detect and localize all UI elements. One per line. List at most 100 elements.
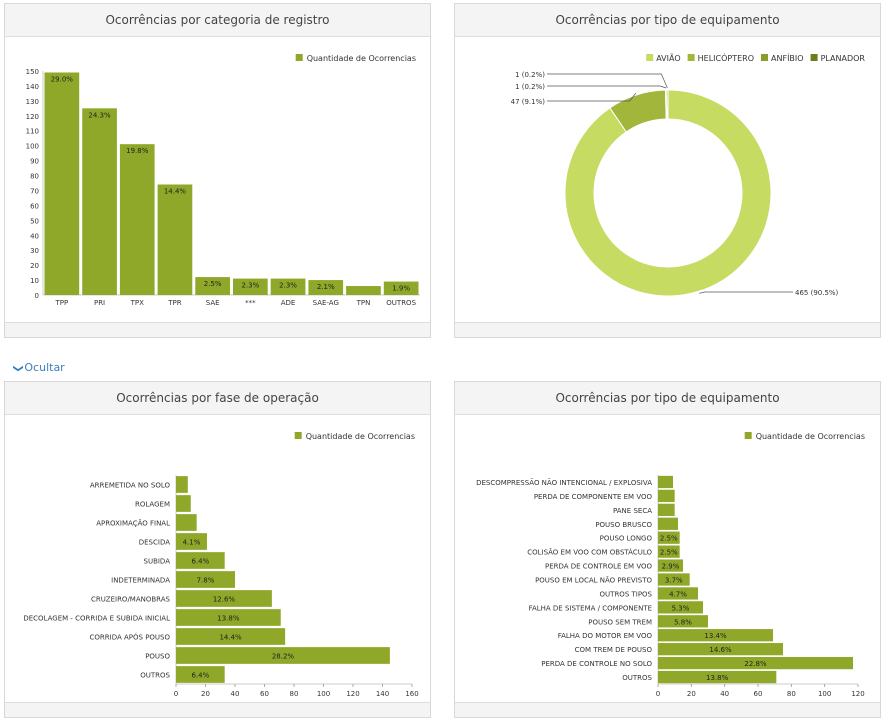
y-tick-label: 40 xyxy=(30,232,39,240)
slice-leader-line xyxy=(547,92,637,102)
x-tick-label: 20 xyxy=(201,690,210,698)
y-tick-label: 150 xyxy=(26,68,39,76)
legend-swatch xyxy=(294,432,302,439)
data-label: 6.4% xyxy=(191,558,209,566)
legend-label: ANFÍBIO xyxy=(771,52,804,63)
x-tick-label: 40 xyxy=(720,690,729,698)
y-tick-label: POUSO BRUSCO xyxy=(595,521,652,529)
x-tick-label: 40 xyxy=(231,690,240,698)
bar xyxy=(176,552,225,569)
chart-panel-fase: Ocorrências por fase de operação 0 20 40 60… xyxy=(4,381,431,718)
legend-label: Quantidade de Ocorrencias xyxy=(306,432,415,441)
data-label: 2.3% xyxy=(279,282,297,290)
bar xyxy=(658,503,675,516)
data-label: 14.4% xyxy=(219,634,242,642)
chart-fase: 0 20 40 60 80 100 120 140 160 ARREMETIDA NO SOLO R… xyxy=(23,432,419,698)
bar xyxy=(658,489,675,503)
legend-label: HELICÓPTERO xyxy=(698,52,754,63)
bar xyxy=(176,666,225,683)
data-label: 6.4% xyxy=(191,672,209,680)
chart-panel-categoria: Ocorrências por categoria de registro 0 1… xyxy=(4,3,431,338)
bar xyxy=(658,615,708,628)
bar xyxy=(157,184,193,295)
y-tick-label: POUSO EM LOCAL NÃO PREVISTO xyxy=(535,576,652,585)
chart-title-fase: Ocorrências por fase de operação xyxy=(5,382,430,415)
y-tick-label: 90 xyxy=(30,158,39,166)
chart-title-tipo-ocorrencia: Ocorrências por tipo de equipamento xyxy=(455,382,880,415)
y-tick-label: POUSO LONGO xyxy=(600,535,653,543)
data-label: 2.5% xyxy=(660,549,678,557)
legend-label: Quantidade de Ocorrencias xyxy=(756,432,865,441)
x-tick-label: 0 xyxy=(174,690,178,698)
x-tick-label: 120 xyxy=(851,690,864,698)
data-label: 19.8% xyxy=(126,147,149,155)
data-label: 3.7% xyxy=(665,577,683,585)
x-tick-label: 160 xyxy=(405,690,418,698)
donut-slice xyxy=(666,89,669,120)
bar xyxy=(383,281,419,295)
x-tick-label: *** xyxy=(245,299,256,307)
y-tick-label: 30 xyxy=(30,247,39,255)
y-tick-label: OUTROS TIPOS xyxy=(600,590,653,598)
bar xyxy=(176,609,281,626)
data-label: 2.5% xyxy=(204,280,222,288)
y-tick-label: 120 xyxy=(26,113,39,121)
y-tick-label: CRUZEIRO/MANOBRAS xyxy=(91,596,171,604)
bar xyxy=(195,277,230,295)
panel-footer xyxy=(455,702,880,717)
bar xyxy=(176,647,390,664)
bar xyxy=(44,72,80,295)
chart-panel-equipamento-donut: Ocorrências por tipo de equipamento 465 … xyxy=(454,3,881,338)
slice-label: 1 (0.2%) xyxy=(515,71,545,79)
y-tick-label: 70 xyxy=(30,187,39,195)
y-tick-label: 110 xyxy=(26,128,39,136)
data-label: 5.8% xyxy=(674,618,692,626)
y-tick-label: 10 xyxy=(30,277,39,285)
data-label: 2.9% xyxy=(662,563,680,571)
chart-title-equipamento-donut: Ocorrências por tipo de equipamento xyxy=(455,4,880,37)
x-tick-label: 0 xyxy=(656,690,660,698)
panel-footer xyxy=(5,322,430,337)
y-tick-label: ARREMETIDA NO SOLO xyxy=(90,482,171,490)
x-tick-label: OUTROS xyxy=(386,299,416,307)
y-tick-label: 140 xyxy=(26,83,39,91)
y-tick-label: COLISÃO EM VOO COM OBSTÁCULO xyxy=(527,548,652,557)
x-tick-label: TPX xyxy=(130,299,144,307)
x-tick-label: ADE xyxy=(281,299,296,307)
chart-equipamento-donut: 465 (90.5%) 47 (9.1%) 1 (0.2%) 1 (0.2%) PLAN… xyxy=(511,52,866,297)
y-tick-label: FALHA DE SISTEMA / COMPONENTE xyxy=(529,604,652,612)
y-tick-label: PERDA DE CONTROLE EM VOO xyxy=(545,563,653,571)
y-tick-label: FALHA DO MOTOR EM VOO xyxy=(558,632,653,640)
hide-toggle[interactable]: ❯Ocultar xyxy=(13,361,65,374)
y-tick-label: OUTROS xyxy=(140,672,170,680)
chart-tipo-ocorrencia: 0 20 40 60 80 100 120 DESCOMPRESSÃO NÃO INTENCI… xyxy=(476,432,865,698)
donut-slice xyxy=(564,89,772,297)
bar xyxy=(658,559,683,572)
bar xyxy=(658,475,673,489)
bar xyxy=(176,533,207,550)
x-tick-label: SAE-AG xyxy=(313,299,339,307)
bar xyxy=(658,517,678,530)
bar xyxy=(176,476,188,493)
x-tick-label: 100 xyxy=(818,690,831,698)
data-label: 13.8% xyxy=(217,615,240,623)
bar xyxy=(658,573,690,586)
data-label: 24.3% xyxy=(88,111,111,119)
slice-leader-line xyxy=(547,85,667,89)
hide-toggle-label: Ocultar xyxy=(24,361,65,374)
slice-label: 47 (9.1%) xyxy=(511,98,546,106)
y-tick-label: PERDA DE CONTROLE NO SOLO xyxy=(541,660,652,668)
x-tick-label: 100 xyxy=(317,690,330,698)
bar xyxy=(82,108,117,295)
bar xyxy=(176,495,191,512)
bar xyxy=(233,278,268,295)
x-tick-label: 80 xyxy=(787,690,796,698)
y-tick-label: 60 xyxy=(30,202,39,210)
x-tick-label: TPN xyxy=(356,299,371,307)
data-label: 13.8% xyxy=(706,674,729,682)
legend-swatch xyxy=(646,54,654,61)
bar xyxy=(658,545,680,558)
data-label: 29.0% xyxy=(51,75,74,83)
x-tick-label: PRI xyxy=(94,299,105,307)
legend-label: AVIÃO xyxy=(656,53,680,63)
